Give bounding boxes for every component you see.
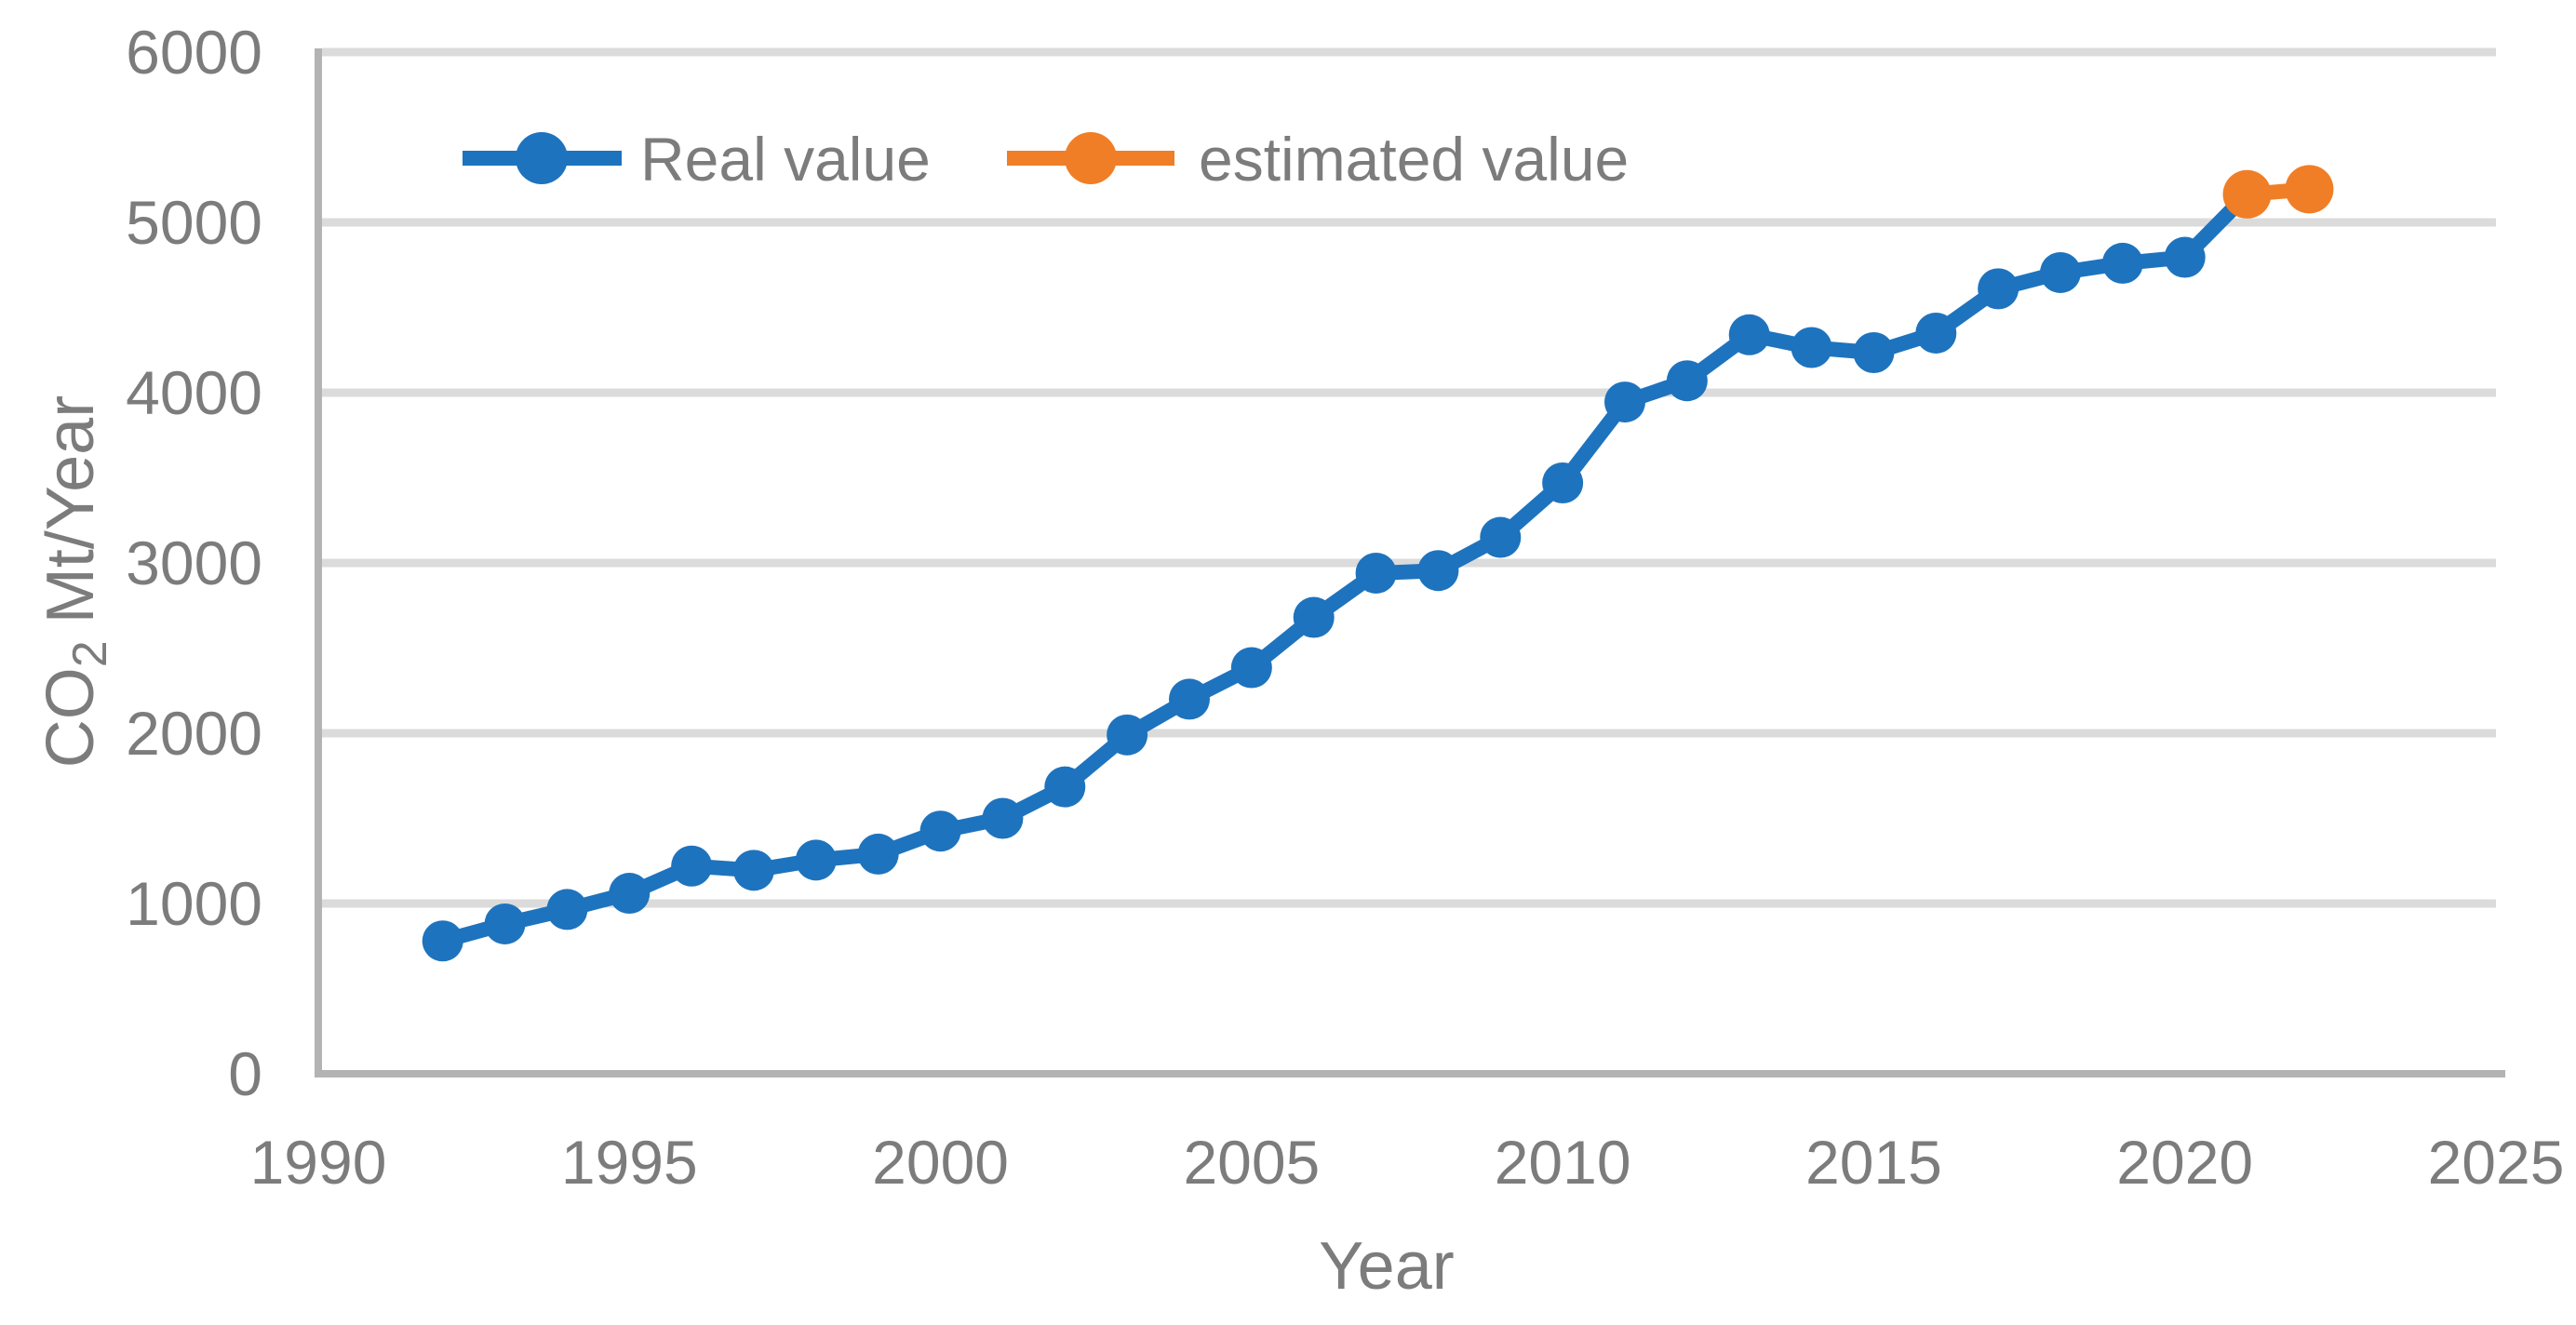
marker-real-1996	[671, 845, 713, 887]
marker-real-2002	[1044, 766, 1086, 808]
x-tick-label-1990: 1990	[250, 1128, 387, 1197]
y-tick-label-4000: 4000	[126, 358, 262, 427]
x-axis-title: Year	[1319, 1229, 1454, 1304]
x-tick-label-2020: 2020	[2116, 1128, 2253, 1197]
marker-real-2007	[1355, 552, 1397, 594]
marker-real-1998	[795, 839, 837, 881]
data-series	[422, 165, 2334, 962]
y-tick-label-5000: 5000	[126, 188, 262, 257]
y-tick-label-3000: 3000	[126, 529, 262, 597]
marker-real-2018	[2040, 251, 2081, 293]
marker-real-2006	[1293, 596, 1335, 638]
marker-real-2014	[1791, 327, 1832, 368]
series-line-real	[435, 186, 2255, 949]
marker-real-2017	[1978, 268, 2019, 310]
y-tick-label-1000: 1000	[126, 869, 262, 938]
marker-real-2013	[1728, 314, 1770, 355]
x-tick-label-2010: 2010	[1495, 1128, 1631, 1197]
x-tick-label-2000: 2000	[872, 1128, 1009, 1197]
marker-real-1994	[546, 889, 588, 930]
marker-real-2016	[1915, 312, 1957, 354]
legend: Real value estimated value	[463, 125, 1629, 194]
marker-real-2012	[1666, 360, 1708, 402]
y-tick-label-0: 0	[228, 1039, 262, 1108]
y-tick-label-2000: 2000	[126, 699, 262, 768]
marker-real-2001	[982, 797, 1024, 839]
y-axis-title-subscript: 2	[63, 640, 117, 667]
y-tick-label-6000: 6000	[126, 18, 262, 87]
legend-label-estimated: estimated value	[1199, 125, 1629, 194]
marker-real-2004	[1169, 678, 1210, 720]
x-tick-label-1995: 1995	[561, 1128, 698, 1197]
marker-real-2008	[1417, 550, 1459, 592]
marker-real-1993	[484, 903, 526, 944]
legend-marker-icon-real	[516, 132, 568, 184]
axis-lines	[315, 48, 2505, 1077]
marker-real-2009	[1480, 516, 1522, 558]
x-tick-label-2025: 2025	[2428, 1128, 2565, 1197]
marker-real-2019	[2101, 242, 2143, 284]
marker-real-2000	[919, 810, 961, 852]
y-tick-labels: 0 1000 2000 3000 4000 5000 6000	[126, 18, 262, 1108]
marker-real-2015	[1853, 331, 1895, 373]
marker-estimated-2021	[2222, 169, 2272, 219]
y-axis-title: CO2 Mt/Year	[34, 395, 117, 768]
y-axis-title-suffix: Mt/Year	[34, 395, 108, 623]
marker-real-1995	[609, 873, 651, 915]
x-tick-labels: 1990 1995 2000 2005 2010 2015 2020 2025	[250, 1128, 2565, 1197]
marker-real-1999	[857, 833, 899, 875]
marker-real-2020	[2164, 236, 2206, 278]
marker-real-2003	[1107, 714, 1148, 756]
marker-estimated-2022	[2285, 165, 2334, 214]
legend-label-real: Real value	[640, 125, 931, 194]
x-tick-label-2005: 2005	[1183, 1128, 1320, 1197]
marker-real-2005	[1230, 647, 1272, 689]
gridlines	[322, 47, 2496, 908]
marker-real-1997	[733, 850, 774, 891]
marker-real-2010	[1542, 462, 1584, 503]
x-tick-label-2015: 2015	[1805, 1128, 1942, 1197]
y-axis-title-prefix: CO	[34, 667, 108, 768]
legend-marker-icon-estimated	[1065, 132, 1117, 184]
marker-real-2011	[1604, 381, 1645, 423]
marker-real-1992	[422, 920, 463, 962]
